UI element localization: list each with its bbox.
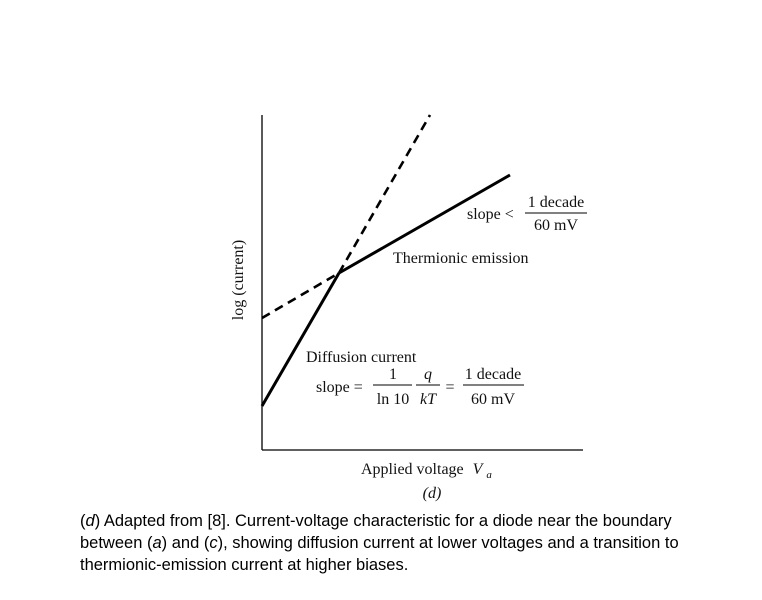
figure-caption: (d) Adapted from [8]. Current-voltage ch… bbox=[80, 510, 720, 576]
diffusion-frac2-denominator: kT bbox=[420, 391, 437, 408]
caption-part-4: ), showing diffusion current at lower vo… bbox=[80, 534, 679, 574]
x-axis-label: Applied voltage V a bbox=[361, 461, 492, 481]
diffusion-frac2-numerator: q bbox=[424, 366, 432, 383]
x-axis-label-subscript: a bbox=[486, 469, 492, 481]
diffusion-slope-prefix: slope = bbox=[316, 379, 363, 396]
y-axis-label: log (current) bbox=[230, 240, 247, 320]
diffusion-frac1-numerator: 1 bbox=[389, 366, 397, 383]
diffusion-current-line bbox=[260, 272, 341, 407]
thermionic-slope-prefix: slope < bbox=[467, 206, 514, 223]
caption-part-3: ) and ( bbox=[161, 534, 210, 552]
caption-ref-a: a bbox=[152, 534, 162, 552]
thermionic-emission-line bbox=[338, 173, 511, 275]
x-axis-label-variable: V bbox=[473, 461, 485, 478]
caption-part-2: ) Adapted from [8]. Current-voltage char… bbox=[80, 512, 672, 552]
diffusion-current-label: Diffusion current bbox=[306, 349, 417, 366]
panel-label: (d) bbox=[423, 485, 442, 502]
iv-characteristic-figure: log (current) slope < 1 decade 60 mV The… bbox=[230, 114, 587, 502]
caption-ref-c: c bbox=[209, 534, 218, 552]
diffusion-frac3-denominator: 60 mV bbox=[471, 391, 515, 408]
diffusion-equals-sign: = bbox=[445, 379, 454, 396]
diffusion-extension-dashed bbox=[337, 114, 432, 274]
diffusion-frac3-numerator: 1 decade bbox=[465, 366, 521, 383]
thermionic-frac-denominator: 60 mV bbox=[534, 217, 578, 234]
caption-part-1: ( bbox=[80, 512, 86, 530]
x-axis-label-text: Applied voltage bbox=[361, 461, 464, 478]
caption-ref-d: d bbox=[85, 512, 95, 530]
diffusion-frac1-denominator: ln 10 bbox=[377, 391, 409, 408]
thermionic-emission-label: Thermionic emission bbox=[393, 250, 529, 267]
thermionic-frac-numerator: 1 decade bbox=[528, 194, 584, 211]
